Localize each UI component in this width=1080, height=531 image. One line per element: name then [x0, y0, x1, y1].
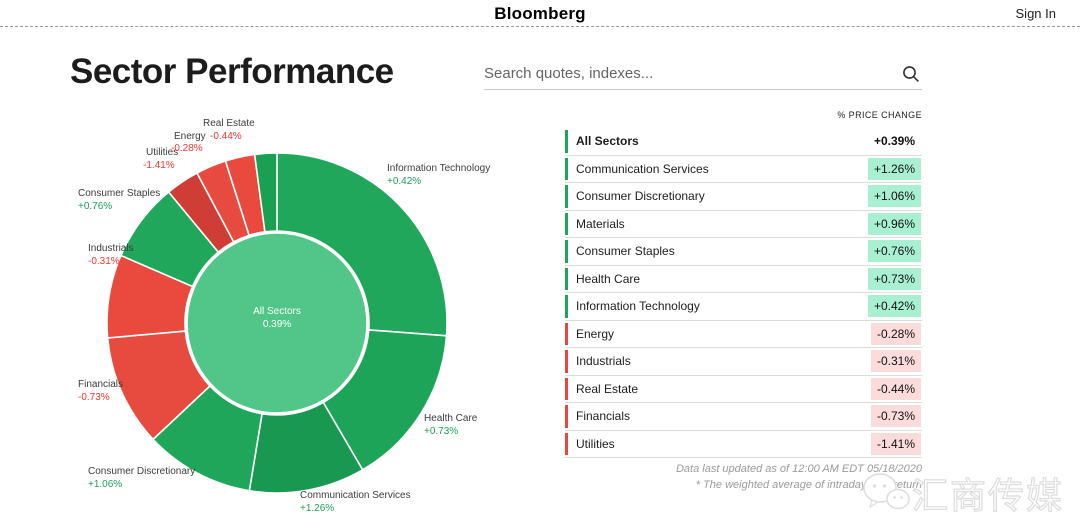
row-price-change: +0.76% [867, 240, 921, 263]
chart-value-financials: -0.73% [78, 392, 110, 403]
sector-performance-table: % PRICE CHANGE All Sectors +0.39% Communic… [565, 110, 922, 458]
table-row[interactable]: Real Estate -0.44% [565, 376, 922, 403]
row-price-change: +1.06% [867, 185, 921, 208]
row-price-change: +0.96% [867, 212, 921, 235]
table-row[interactable]: Energy -0.28% [565, 321, 922, 348]
table-rows: All Sectors +0.39% Communication Services +… [565, 128, 922, 458]
chart-value-industrials: -0.31% [88, 256, 120, 267]
page-title: Sector Performance [70, 52, 394, 91]
row-price-change: -0.28% [870, 322, 921, 345]
table-row-all-sectors[interactable]: All Sectors +0.39% [565, 128, 922, 156]
row-price-change: +0.39% [873, 134, 915, 149]
top-navigation-bar: Bloomberg Sign In [0, 0, 1080, 27]
row-sector-name: Financials [576, 409, 631, 424]
row-sector-name: Consumer Staples [576, 244, 675, 259]
chart-label-energy: Energy [174, 131, 206, 142]
row-accent-bar [565, 212, 568, 235]
chart-label-consumer-staples: Consumer Staples [78, 188, 161, 199]
chart-label-health-care: Health Care [424, 413, 478, 424]
row-sector-name: Real Estate [576, 381, 639, 396]
chart-value-energy: -0.28% [171, 143, 203, 154]
row-sector-name: All Sectors [576, 134, 639, 149]
row-accent-bar [565, 240, 568, 263]
chart-label-industrials: Industrials [88, 243, 134, 254]
row-sector-name: Information Technology [576, 299, 700, 314]
row-price-change: -0.73% [870, 405, 921, 428]
sign-in-link[interactable]: Sign In [1015, 6, 1056, 21]
table-row[interactable]: Communication Services +1.26% [565, 156, 922, 183]
row-price-change: +0.42% [867, 295, 921, 318]
table-row[interactable]: Consumer Discretionary +1.06% [565, 183, 922, 211]
chart-label-information-technology: Information Technology [387, 163, 491, 174]
row-price-change: +0.73% [867, 267, 921, 290]
table-column-header: % PRICE CHANGE [837, 110, 922, 120]
row-price-change: -0.44% [870, 377, 921, 400]
row-accent-bar [565, 405, 568, 428]
row-accent-bar [565, 157, 568, 180]
row-price-change: +1.26% [867, 157, 921, 180]
chart-label-consumer-discretionary: Consumer Discretionary [88, 466, 196, 477]
search-input[interactable] [484, 60, 884, 86]
data-footnote: Data last updated as of 12:00 AM EDT 05/… [465, 461, 922, 493]
search-bar[interactable] [484, 60, 922, 90]
row-price-change: -1.41% [870, 432, 921, 455]
chart-value-real-estate: -0.44% [210, 131, 242, 142]
chart-label-utilities: Utilities [146, 147, 179, 158]
row-accent-bar [565, 322, 568, 345]
chart-value-consumer-staples: +0.76% [78, 201, 113, 212]
row-sector-name: Consumer Discretionary [576, 189, 705, 204]
chart-value-information-technology: +0.42% [387, 176, 422, 187]
table-row[interactable]: Consumer Staples +0.76% [565, 238, 922, 266]
chart-value-consumer-discretionary: +1.06% [88, 479, 123, 490]
table-row[interactable]: Information Technology +0.42% [565, 293, 922, 321]
chart-center-circle [186, 232, 368, 414]
row-accent-bar [565, 295, 568, 318]
data-updated-text: Data last updated as of 12:00 AM EDT 05/… [675, 463, 922, 475]
row-sector-name: Communication Services [576, 161, 709, 176]
row-sector-name: Materials [576, 216, 625, 231]
chart-label-financials: Financials [78, 379, 124, 390]
row-sector-name: Health Care [576, 271, 641, 286]
bloomberg-logo[interactable]: Bloomberg [494, 4, 586, 23]
chart-value-communication-services: +1.26% [300, 503, 335, 514]
row-accent-bar [565, 432, 568, 455]
row-accent-bar [565, 377, 568, 400]
weighted-average-note: * The weighted average of intraday total… [695, 479, 922, 491]
table-row[interactable]: Materials +0.96% [565, 211, 922, 238]
row-accent-bar [565, 185, 568, 208]
chart-label-real-estate: Real Estate [203, 118, 255, 129]
table-row[interactable]: Health Care +0.73% [565, 266, 922, 293]
chart-label-communication-services: Communication Services [300, 490, 411, 501]
chart-value-health-care: +0.73% [424, 426, 459, 437]
table-row[interactable]: Industrials -0.31% [565, 348, 922, 376]
row-price-change: -0.31% [870, 350, 921, 373]
chart-segment-materials[interactable] [253, 152, 278, 233]
chart-value-utilities: -1.41% [143, 160, 175, 171]
search-icon[interactable] [902, 65, 920, 83]
table-row[interactable]: Financials -0.73% [565, 403, 922, 431]
row-sector-name: Industrials [576, 354, 631, 369]
row-sector-name: Utilities [576, 436, 615, 451]
table-row[interactable]: Utilities -1.41% [565, 431, 922, 458]
row-accent-bar [565, 130, 568, 153]
row-sector-name: Energy [576, 326, 615, 341]
row-accent-bar [565, 350, 568, 373]
donut-chart-svg[interactable] [104, 150, 450, 496]
row-accent-bar [565, 267, 568, 290]
chart-segment-information-technology[interactable] [276, 152, 448, 337]
